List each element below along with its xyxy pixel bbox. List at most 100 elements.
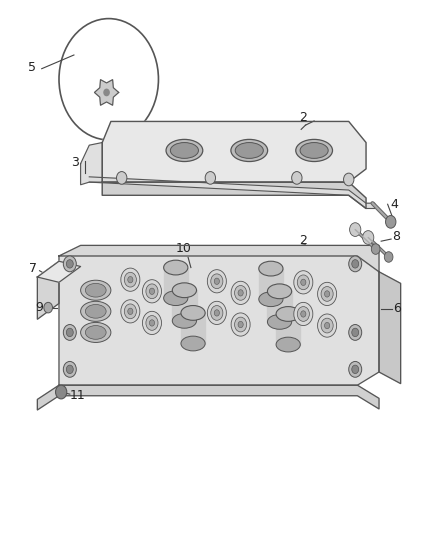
Circle shape <box>142 311 162 335</box>
Circle shape <box>211 305 223 320</box>
Circle shape <box>66 328 73 337</box>
Text: 3: 3 <box>71 156 79 168</box>
Ellipse shape <box>268 314 292 329</box>
Circle shape <box>238 321 243 328</box>
Polygon shape <box>379 272 401 384</box>
Ellipse shape <box>172 313 197 328</box>
Circle shape <box>128 308 133 314</box>
Ellipse shape <box>296 140 332 161</box>
Circle shape <box>318 314 337 337</box>
Polygon shape <box>181 313 205 343</box>
Text: 9: 9 <box>35 301 43 314</box>
Circle shape <box>297 306 309 321</box>
Polygon shape <box>89 177 374 208</box>
Text: 10: 10 <box>176 241 191 255</box>
Text: 7: 7 <box>29 262 37 274</box>
Ellipse shape <box>170 142 198 158</box>
Polygon shape <box>59 245 379 272</box>
Circle shape <box>231 281 250 304</box>
Circle shape <box>292 172 302 184</box>
Circle shape <box>146 284 158 298</box>
Circle shape <box>301 279 306 286</box>
Circle shape <box>66 365 73 374</box>
Circle shape <box>211 274 223 289</box>
Circle shape <box>371 244 380 254</box>
Polygon shape <box>81 142 102 185</box>
Circle shape <box>214 310 219 316</box>
Circle shape <box>352 260 359 268</box>
Text: 4: 4 <box>390 198 398 211</box>
Ellipse shape <box>166 140 203 161</box>
Circle shape <box>56 385 67 399</box>
Ellipse shape <box>81 301 111 321</box>
Circle shape <box>64 256 76 272</box>
Circle shape <box>66 260 73 268</box>
Circle shape <box>363 231 374 244</box>
Circle shape <box>128 277 133 283</box>
Circle shape <box>231 313 250 336</box>
Circle shape <box>325 291 330 297</box>
Polygon shape <box>59 256 379 385</box>
Circle shape <box>207 301 226 325</box>
Ellipse shape <box>181 305 205 320</box>
Polygon shape <box>164 268 188 298</box>
Circle shape <box>385 215 396 228</box>
Circle shape <box>349 361 362 377</box>
Circle shape <box>44 302 53 313</box>
Circle shape <box>149 320 155 326</box>
Text: 5: 5 <box>28 61 36 74</box>
Ellipse shape <box>85 326 106 340</box>
Circle shape <box>124 304 136 319</box>
Text: 6: 6 <box>393 302 401 315</box>
Polygon shape <box>102 122 366 182</box>
Text: 11: 11 <box>69 389 85 402</box>
Text: 2: 2 <box>300 233 307 247</box>
Circle shape <box>207 270 226 293</box>
Circle shape <box>294 302 313 326</box>
Ellipse shape <box>85 304 106 318</box>
Ellipse shape <box>259 292 283 306</box>
Ellipse shape <box>276 337 300 352</box>
Ellipse shape <box>268 284 292 298</box>
Circle shape <box>235 286 247 300</box>
Circle shape <box>349 325 362 341</box>
Circle shape <box>146 316 158 330</box>
Circle shape <box>384 252 393 262</box>
Circle shape <box>349 256 362 272</box>
Circle shape <box>117 172 127 184</box>
Ellipse shape <box>181 336 205 351</box>
Circle shape <box>318 282 337 305</box>
Ellipse shape <box>300 142 328 158</box>
Circle shape <box>104 90 109 95</box>
Polygon shape <box>172 290 197 321</box>
Ellipse shape <box>259 261 283 276</box>
Polygon shape <box>259 269 283 299</box>
Circle shape <box>294 271 313 294</box>
Circle shape <box>352 365 359 374</box>
Ellipse shape <box>81 280 111 300</box>
Ellipse shape <box>276 306 300 321</box>
Circle shape <box>321 318 333 333</box>
Polygon shape <box>37 261 81 282</box>
Circle shape <box>64 361 76 377</box>
Circle shape <box>124 272 136 287</box>
Ellipse shape <box>164 291 188 305</box>
Circle shape <box>297 275 309 290</box>
Polygon shape <box>268 292 292 322</box>
Polygon shape <box>102 182 366 208</box>
Circle shape <box>301 311 306 317</box>
Ellipse shape <box>81 322 111 342</box>
Text: 2: 2 <box>300 111 307 124</box>
Text: 8: 8 <box>392 230 400 244</box>
Circle shape <box>321 287 333 301</box>
Ellipse shape <box>164 260 188 275</box>
Ellipse shape <box>85 284 106 297</box>
Circle shape <box>149 288 155 294</box>
Polygon shape <box>276 314 300 344</box>
Polygon shape <box>95 79 119 105</box>
Circle shape <box>142 280 162 303</box>
Circle shape <box>205 172 215 184</box>
Ellipse shape <box>235 142 263 158</box>
Circle shape <box>121 268 140 292</box>
Circle shape <box>325 322 330 329</box>
